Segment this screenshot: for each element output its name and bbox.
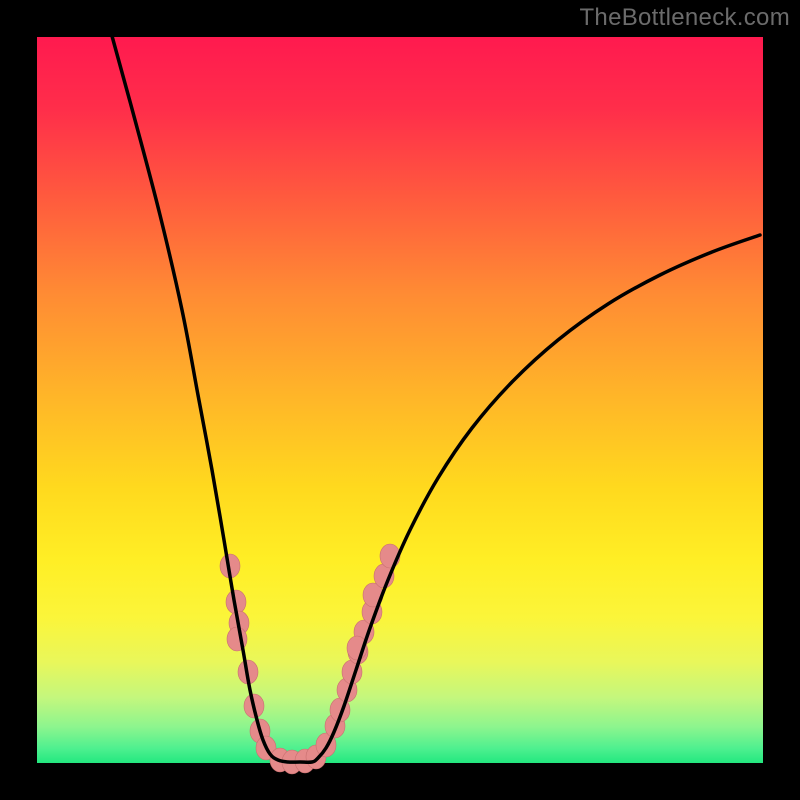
watermark-text: TheBottleneck.com xyxy=(579,4,790,32)
plot-area-rect xyxy=(37,37,763,763)
chart-container: TheBottleneck.com xyxy=(0,0,800,800)
chart-svg xyxy=(0,0,800,800)
